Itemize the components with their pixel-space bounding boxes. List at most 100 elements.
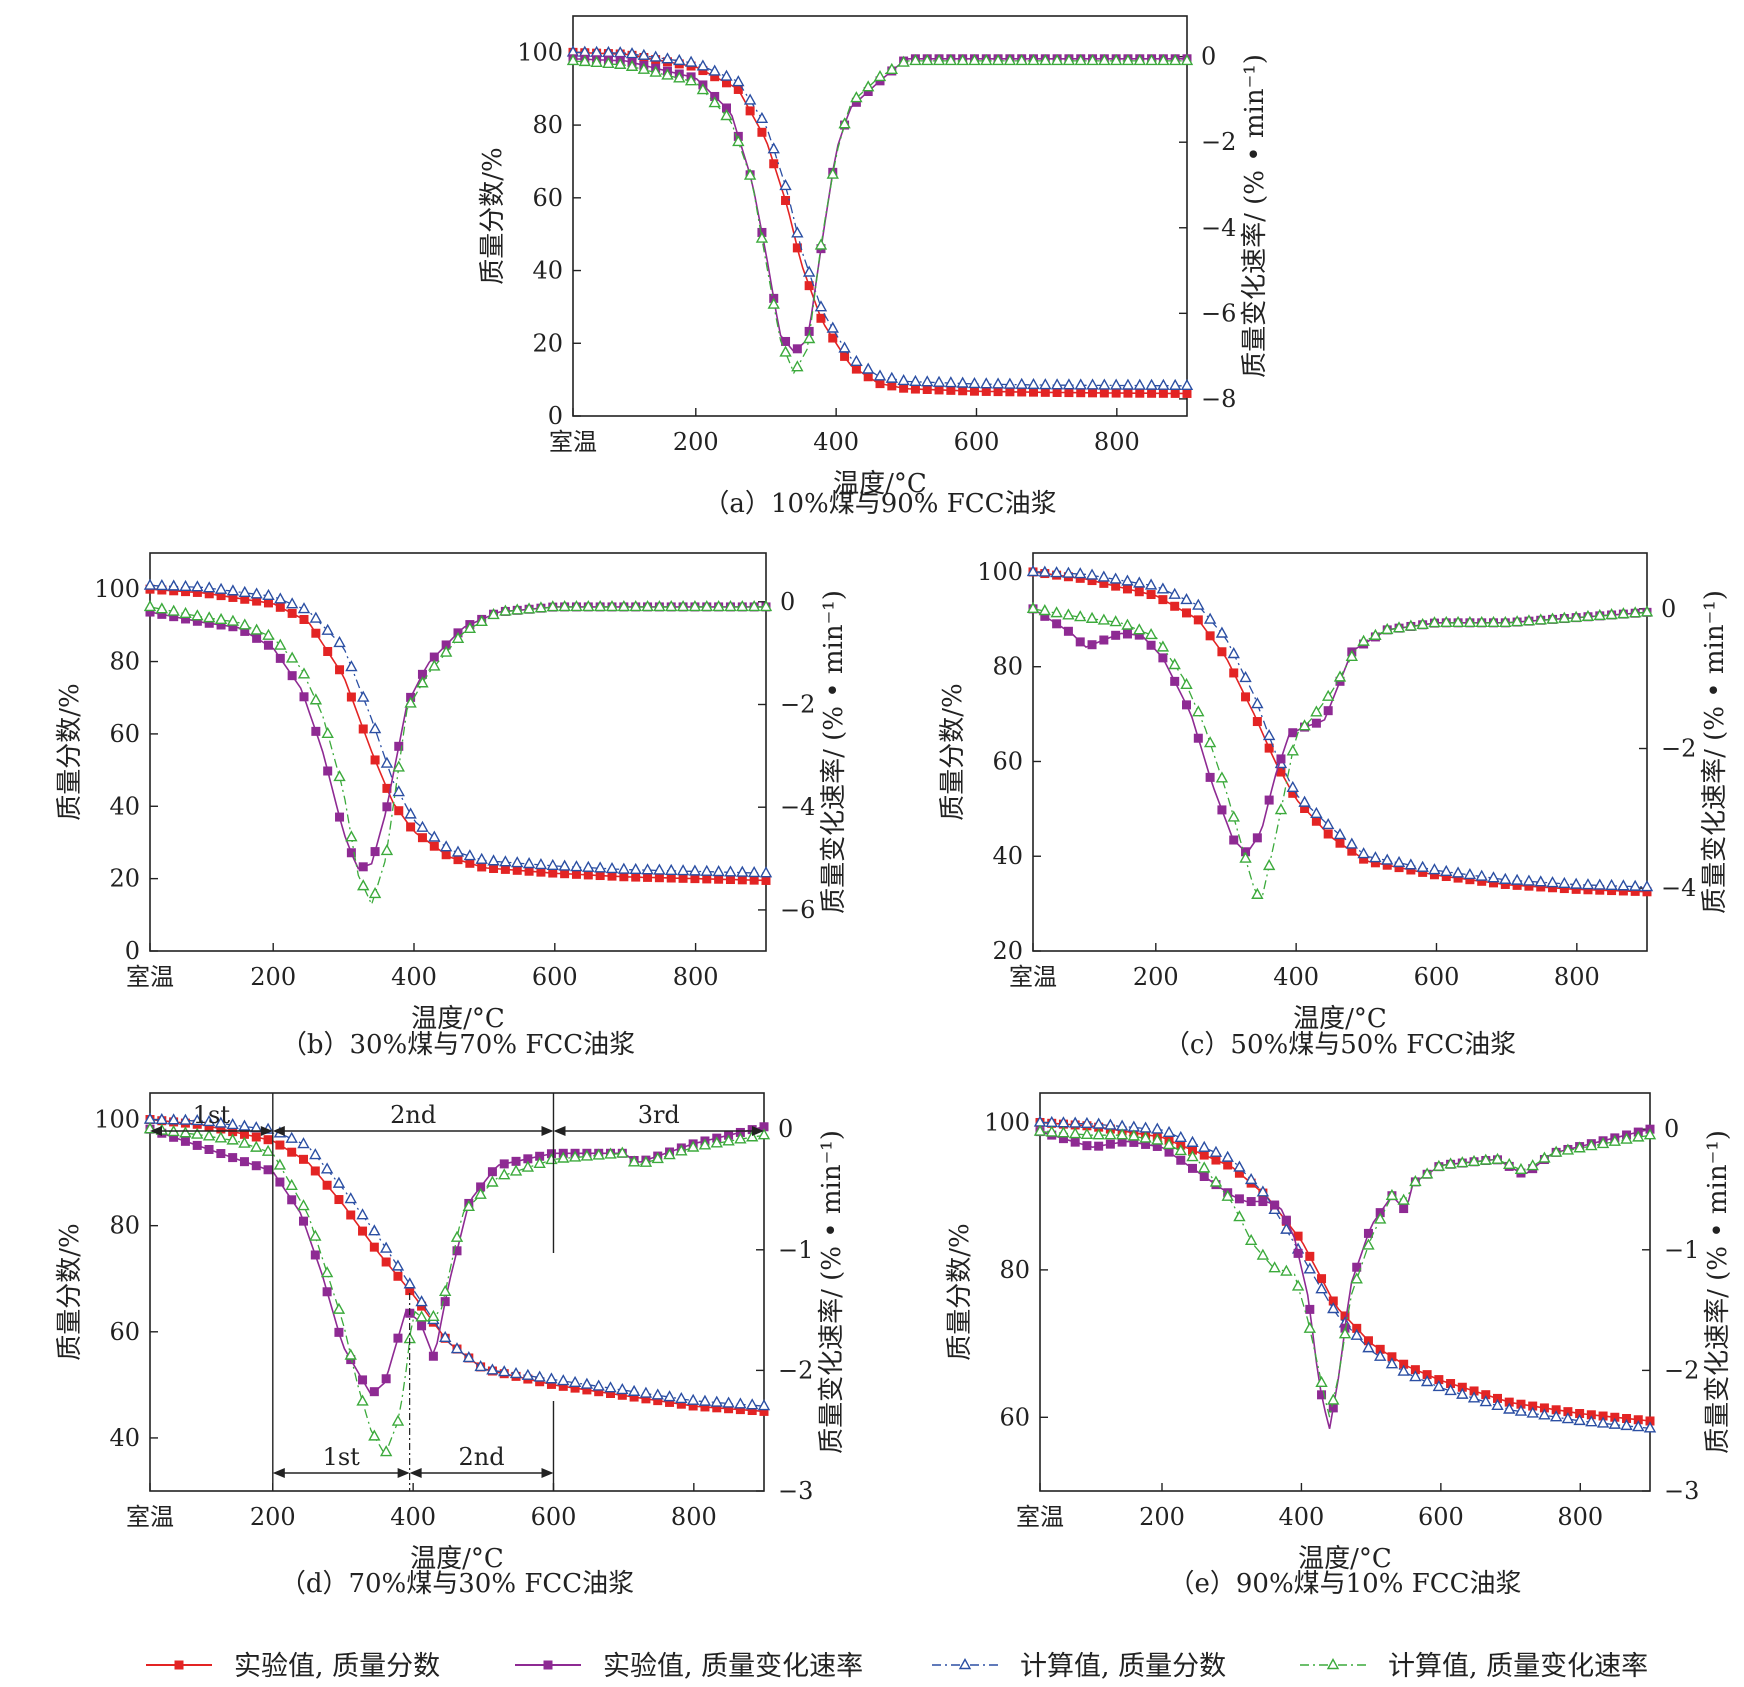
data-point-exp_mass	[710, 72, 720, 82]
data-point-calc_rate	[498, 1168, 511, 1180]
data-point-calc_rate	[629, 599, 642, 612]
data-point-exp_rate	[1164, 1147, 1174, 1157]
x-tick-label: 室温	[1009, 963, 1057, 991]
data-point-calc_rate	[637, 62, 651, 74]
data-point-calc_mass	[746, 1398, 759, 1410]
data-point-calc_rate	[651, 1151, 664, 1164]
data-point-calc_rate	[1227, 810, 1240, 822]
data-point-calc_mass	[592, 1379, 605, 1391]
data-point-exp_mass	[1406, 865, 1416, 875]
data-point-exp_mass	[453, 855, 463, 865]
data-point-calc_rate	[1080, 1127, 1094, 1140]
data-point-exp_rate	[369, 1387, 379, 1397]
data-point-calc_rate	[602, 56, 615, 68]
data-point-calc_mass	[1092, 1117, 1105, 1129]
data-point-calc_mass	[1139, 1121, 1152, 1133]
stage-top-label: 1st	[193, 1101, 231, 1129]
data-point-exp_mass	[548, 868, 558, 878]
data-point-calc_mass	[1015, 377, 1028, 389]
data-point-exp_mass	[863, 372, 873, 382]
data-point-calc_rate	[1062, 608, 1075, 620]
data-point-calc_mass	[743, 93, 757, 105]
data-point-exp_mass	[1017, 387, 1027, 397]
data-point-calc_mass	[944, 376, 958, 388]
data-point-exp_mass	[1583, 885, 1593, 895]
data-point-exp_mass	[524, 866, 534, 876]
data-point-calc_rate	[179, 1126, 192, 1138]
data-point-calc_mass	[1062, 378, 1076, 390]
y2-tick-label: −4	[1661, 874, 1696, 902]
data-point-exp_mass	[358, 724, 368, 734]
data-point-exp_rate	[1117, 1137, 1127, 1147]
data-point-exp_rate	[370, 847, 380, 857]
data-point-calc_mass	[826, 321, 839, 333]
data-point-calc_rate	[262, 628, 275, 640]
data-point-calc_rate	[639, 1155, 653, 1167]
data-point-exp_mass	[252, 596, 262, 606]
data-point-calc_rate	[1381, 622, 1394, 635]
data-point-calc_rate	[722, 1134, 735, 1146]
data-point-calc_rate	[179, 606, 192, 619]
y2-tick-label: −3	[778, 1477, 813, 1505]
y2-tick-label: −6	[1201, 299, 1236, 327]
data-point-calc_rate	[968, 53, 981, 66]
data-point-calc_rate	[757, 1128, 771, 1140]
data-point-calc_rate	[1045, 1125, 1058, 1137]
data-point-exp_mass	[1489, 878, 1498, 888]
data-point-exp_mass	[1340, 1311, 1350, 1321]
data-point-calc_mass	[1280, 1222, 1293, 1234]
data-point-exp_mass	[465, 858, 475, 868]
data-point-calc_rate	[1420, 1167, 1434, 1179]
data-point-calc_mass	[1156, 582, 1170, 594]
data-point-calc_mass	[356, 1208, 369, 1220]
stage-top-arrow-left	[150, 1126, 162, 1136]
data-point-calc_rate	[1491, 1152, 1504, 1164]
data-point-calc_rate	[1467, 1154, 1481, 1166]
data-point-exp_mass	[1088, 388, 1098, 398]
chart-panel-c: 室温 200 400 600 800 20 40 60 80 100 0 −2 −4 温度/°C 质量分数/…	[938, 552, 1730, 1060]
data-point-calc_rate	[1432, 1159, 1446, 1171]
data-point-exp_mass	[1500, 879, 1510, 889]
data-point-exp_mass	[1305, 1251, 1315, 1261]
data-point-exp_rate	[1063, 626, 1073, 636]
data-point-calc_rate	[1428, 616, 1441, 628]
data-point-calc_mass	[1192, 598, 1205, 610]
stage-bottom-label: 1st	[323, 1443, 361, 1471]
data-point-exp_mass	[1223, 1160, 1233, 1170]
data-point-calc_mass	[1038, 565, 1051, 577]
y-tick-label: 100	[984, 1108, 1030, 1136]
data-point-exp_mass	[887, 381, 897, 391]
data-point-exp_rate	[192, 1140, 202, 1150]
data-point-exp_rate	[145, 607, 155, 617]
data-point-exp_mass	[1493, 1393, 1502, 1403]
data-point-calc_mass	[368, 1224, 381, 1236]
data-point-exp_mass	[1618, 886, 1628, 896]
data-point-exp_rate	[204, 618, 214, 628]
data-point-calc_rate	[1549, 1145, 1563, 1157]
data-point-exp_rate	[1105, 1139, 1115, 1149]
data-point-calc_rate	[1280, 1264, 1293, 1276]
data-point-exp_rate	[1152, 1141, 1162, 1151]
data-point-calc_mass	[617, 862, 631, 874]
data-point-calc_mass	[345, 660, 358, 672]
data-point-exp_rate	[358, 862, 368, 872]
data-point-calc_rate	[1109, 53, 1123, 66]
data-point-exp_mass	[1645, 1416, 1655, 1426]
data-point-calc_rate	[368, 886, 382, 899]
data-point-calc_mass	[641, 863, 654, 875]
data-point-calc_mass	[357, 690, 370, 702]
data-point-exp_mass	[1429, 870, 1439, 880]
data-point-calc_mass	[155, 1112, 168, 1125]
data-point-exp_mass	[1512, 880, 1522, 890]
data-point-calc_rate	[641, 599, 654, 612]
data-point-exp_mass	[358, 1226, 368, 1236]
data-point-exp_mass	[631, 872, 641, 882]
data-point-calc_mass	[379, 1241, 393, 1253]
data-point-exp_mass	[761, 875, 771, 885]
data-point-calc_mass	[909, 374, 922, 386]
data-point-exp_mass	[969, 386, 979, 396]
data-point-exp_mass	[287, 1147, 297, 1157]
data-point-calc_mass	[1350, 1328, 1363, 1340]
data-point-calc_rate	[1174, 1144, 1187, 1156]
